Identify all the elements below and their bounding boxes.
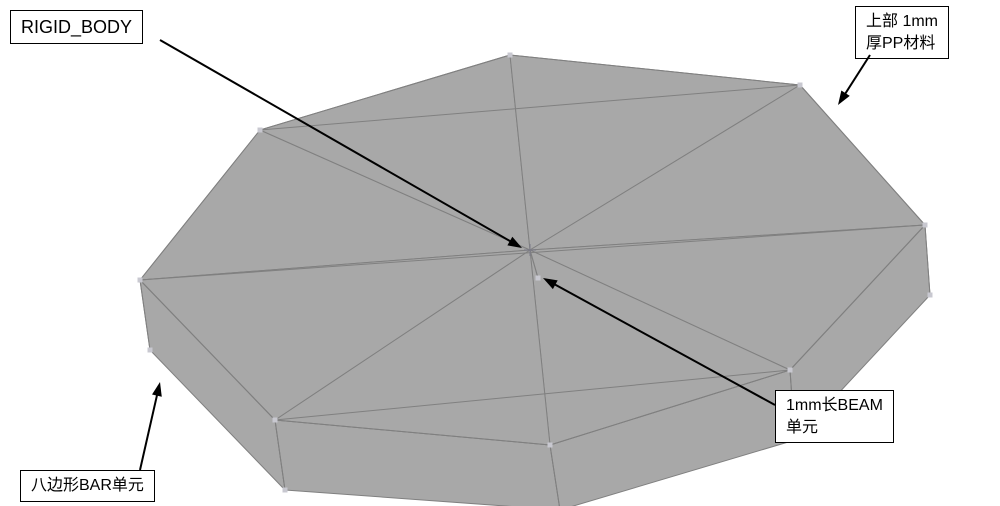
diagram-canvas: RIGID_BODY 上部 1mm 厚PP材料 八边形BAR单元 1mm长BEA… bbox=[0, 0, 1000, 506]
label-octagon-bar: 八边形BAR单元 bbox=[20, 470, 155, 502]
label-rigid-body: RIGID_BODY bbox=[10, 10, 143, 44]
label-beam: 1mm长BEAM 单元 bbox=[775, 390, 894, 443]
label-top-material: 上部 1mm 厚PP材料 bbox=[855, 6, 949, 59]
